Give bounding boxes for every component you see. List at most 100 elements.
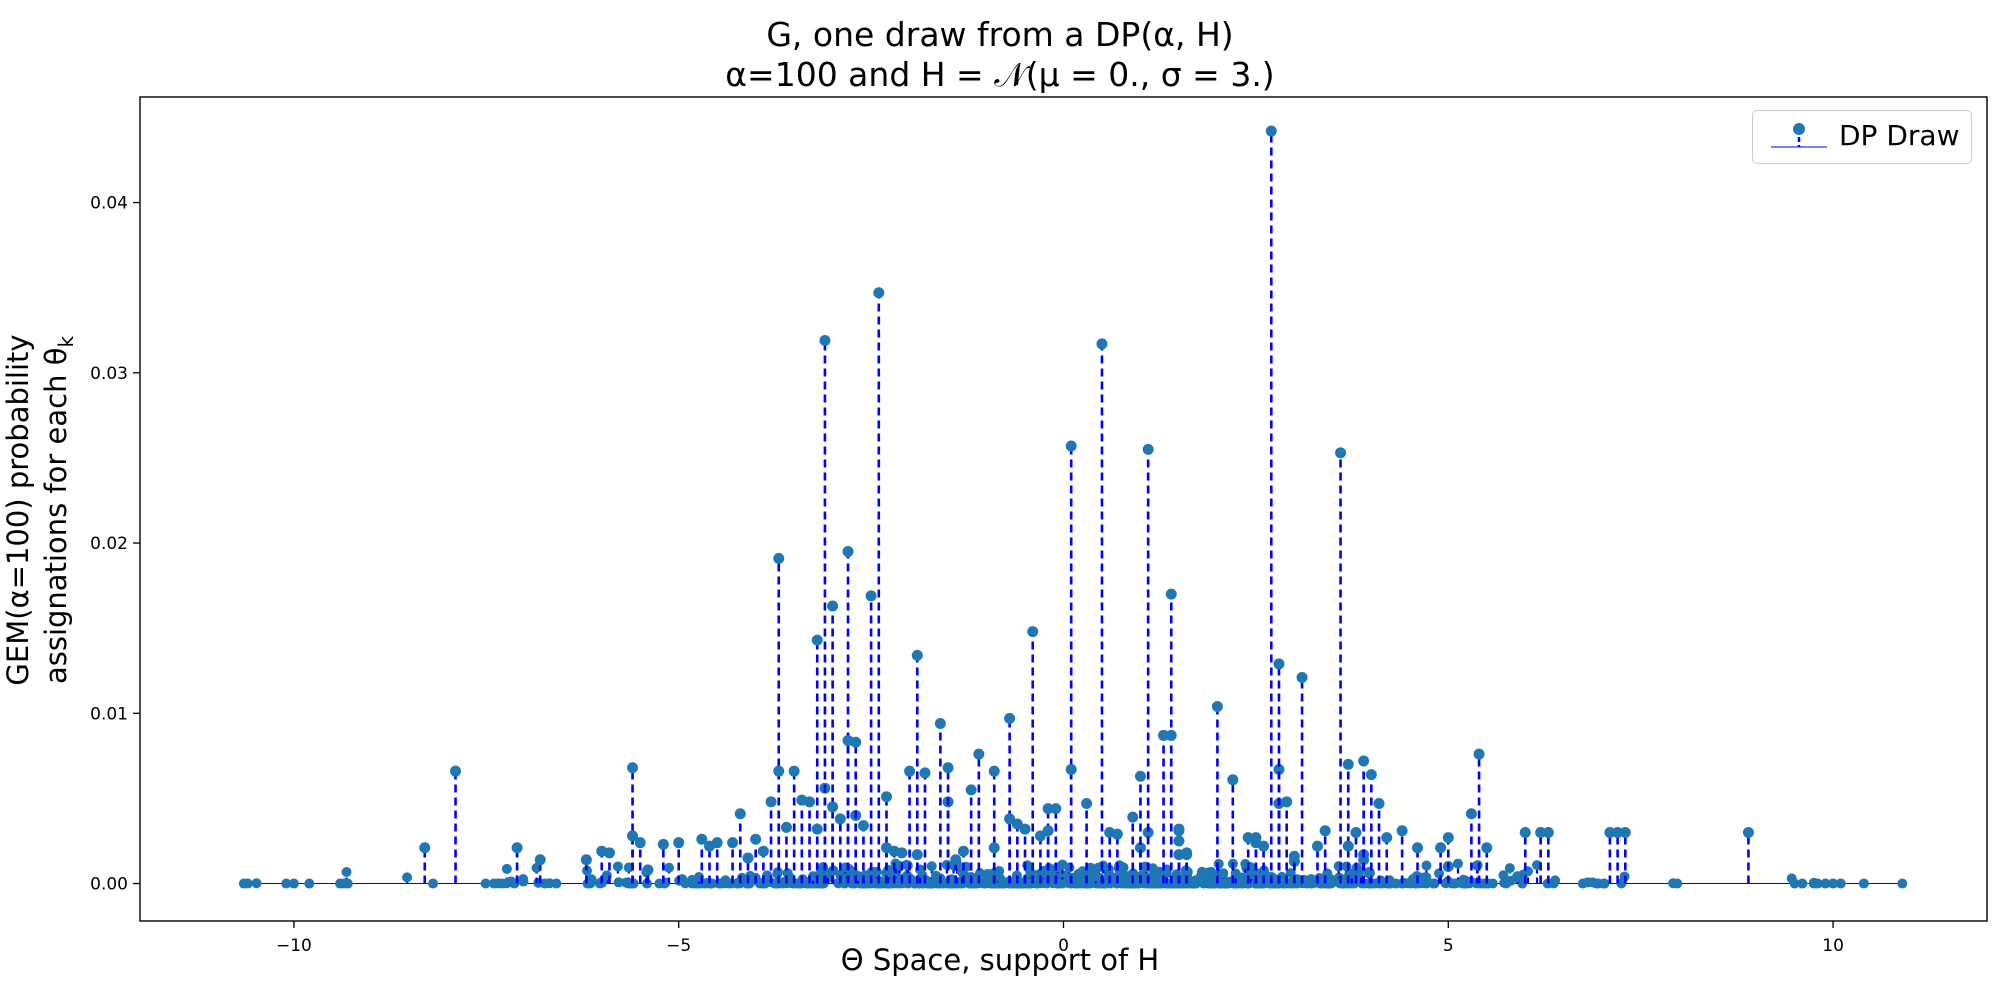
stem-point: [1512, 871, 1524, 883]
stem-point: [1535, 826, 1547, 838]
stem-point: [850, 736, 862, 748]
stem-point: [1288, 850, 1300, 862]
stem-point: [1311, 840, 1323, 852]
small-point: [613, 877, 624, 888]
stem-point: [911, 849, 923, 861]
stem-point: [734, 808, 746, 820]
small-point: [1504, 863, 1515, 874]
y-tick-label: 0.01: [90, 704, 128, 724]
stem-point: [957, 845, 969, 857]
stem-point: [1111, 828, 1123, 840]
y-axis-label-line2: assignations for each θ: [39, 347, 74, 685]
stem-point: [1134, 842, 1146, 854]
stem-point: [896, 847, 908, 859]
stem-point: [1412, 842, 1424, 854]
tail-point: [288, 878, 299, 889]
stem-point: [973, 748, 985, 760]
stem-point: [988, 765, 1000, 777]
stem-point: [534, 854, 546, 866]
stem-point: [773, 552, 785, 564]
small-point: [974, 868, 985, 879]
stem-point: [1165, 729, 1177, 741]
small-point: [582, 865, 593, 876]
stem-point: [1173, 835, 1185, 847]
small-point: [946, 878, 957, 889]
stem-point: [1373, 798, 1385, 810]
stem-point: [727, 837, 739, 849]
x-tick-label: 10: [1822, 936, 1844, 956]
y-axis-label-line1: GEM(α=100) probability: [1, 334, 36, 686]
stem-point: [819, 334, 831, 346]
small-point: [967, 876, 978, 887]
stem-point: [857, 820, 869, 832]
stem-point: [1319, 825, 1331, 837]
stem-point: [1604, 826, 1616, 838]
tail-point: [1835, 878, 1846, 889]
small-point: [902, 860, 913, 871]
tail-point: [1828, 878, 1839, 889]
stem-point: [765, 796, 777, 808]
stem-point: [1442, 832, 1454, 844]
stem-point: [1481, 842, 1493, 854]
small-point: [871, 866, 882, 877]
x-tick-label: 5: [1443, 936, 1454, 956]
legend-label: DP Draw: [1839, 119, 1960, 152]
small-point: [1299, 874, 1310, 885]
x-tick-label: 0: [1058, 936, 1069, 956]
small-point: [488, 878, 499, 889]
small-point: [1077, 877, 1088, 888]
small-point: [957, 866, 968, 877]
stem-point: [511, 842, 523, 854]
stem-point: [1042, 825, 1054, 837]
stem-point: [673, 837, 685, 849]
y-tick-label: 0.04: [90, 194, 128, 214]
stem-point: [919, 767, 931, 779]
x-tick-label: −10: [276, 936, 312, 956]
tail-point: [281, 878, 292, 889]
tail-point: [1858, 878, 1869, 889]
small-point: [1052, 862, 1063, 873]
stem-point: [942, 762, 954, 774]
small-point: [428, 878, 439, 889]
small-point: [518, 874, 529, 885]
stem-point: [1273, 658, 1285, 670]
stem-point: [1358, 755, 1370, 767]
small-point: [1429, 878, 1440, 889]
stem-point: [580, 854, 592, 866]
y-tick-label: 0.00: [90, 875, 128, 895]
small-point: [1385, 878, 1396, 889]
small-point: [1364, 867, 1375, 878]
small-point: [1207, 878, 1218, 889]
small-point: [1464, 878, 1475, 889]
tail-point: [1897, 878, 1908, 889]
small-point: [744, 878, 755, 889]
stem-point: [1335, 447, 1347, 459]
stem-point: [1165, 588, 1177, 600]
tail-point: [1820, 878, 1831, 889]
small-point: [1011, 870, 1022, 881]
small-point: [1077, 866, 1088, 877]
stem-point: [1042, 803, 1054, 815]
small-point: [586, 874, 597, 885]
small-point: [1188, 877, 1199, 888]
stem-point: [934, 718, 946, 730]
stem-point: [842, 546, 854, 558]
stem-point: [450, 765, 462, 777]
x-tick-label: −5: [666, 936, 691, 956]
small-point: [978, 877, 989, 888]
stem-point: [904, 765, 916, 777]
small-point: [1153, 878, 1164, 889]
stem-point: [1465, 808, 1477, 820]
stem-point: [1265, 125, 1277, 137]
small-point: [1203, 867, 1214, 878]
stem-point: [1296, 672, 1308, 684]
stem-point: [865, 590, 877, 602]
stem-point: [711, 837, 723, 849]
stem-point: [419, 842, 431, 854]
stem-point: [1350, 826, 1362, 838]
stem-point: [603, 847, 615, 859]
stem-point: [1542, 826, 1554, 838]
small-point: [1420, 878, 1431, 889]
